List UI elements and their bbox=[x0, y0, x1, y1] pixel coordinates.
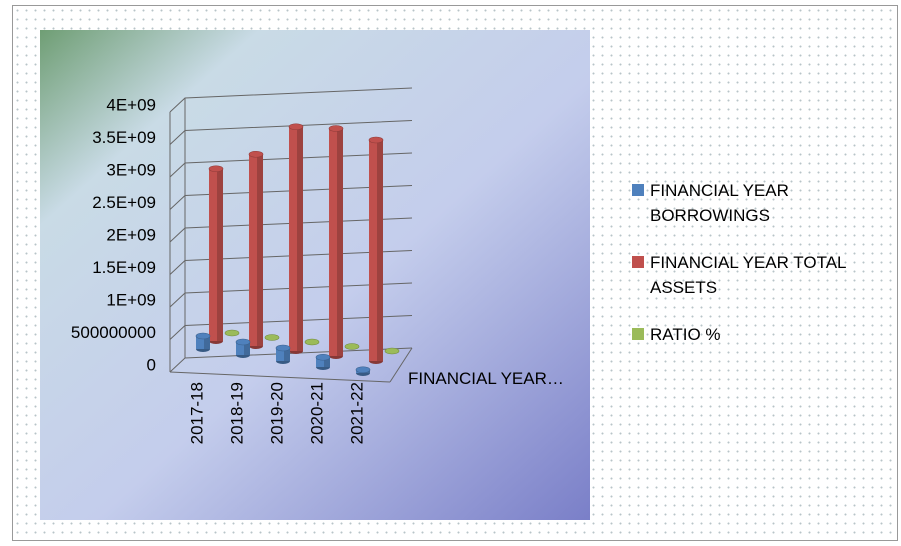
bar-shade bbox=[257, 154, 263, 346]
bar bbox=[304, 338, 320, 346]
y-tick-label: 500000000 bbox=[71, 323, 156, 342]
bar-top bbox=[208, 165, 224, 173]
bar bbox=[264, 334, 280, 341]
legend-swatch bbox=[632, 328, 644, 340]
bar-top bbox=[368, 136, 384, 144]
legend-label: FINANCIAL YEAR TOTAL ASSETS bbox=[650, 253, 846, 297]
bar-top bbox=[344, 343, 360, 350]
bar bbox=[235, 338, 251, 358]
x-tick-label: 2018-19 bbox=[227, 382, 246, 444]
bar bbox=[288, 123, 304, 354]
bar-top bbox=[224, 329, 240, 337]
bar bbox=[384, 347, 400, 355]
bar-shade bbox=[297, 126, 303, 351]
bar-top bbox=[328, 125, 344, 132]
legend-label: RATIO % bbox=[650, 325, 721, 344]
bar-top bbox=[248, 150, 264, 158]
y-tick-label: 1E+09 bbox=[106, 290, 156, 309]
bar-top bbox=[195, 332, 211, 340]
bar-shade bbox=[244, 342, 250, 355]
bar bbox=[328, 125, 344, 359]
legend-item: FINANCIAL YEAR BORROWINGS bbox=[632, 178, 892, 228]
bar bbox=[248, 150, 264, 349]
floor-edge bbox=[169, 371, 391, 383]
y-tick-label: 3E+09 bbox=[106, 160, 156, 179]
bar-top bbox=[355, 366, 371, 374]
bar bbox=[315, 353, 331, 370]
bar-top bbox=[264, 334, 280, 341]
legend-label: FINANCIAL YEAR BORROWINGS bbox=[650, 181, 789, 225]
plot-background bbox=[40, 30, 590, 520]
bar-top bbox=[315, 353, 331, 361]
bar bbox=[368, 136, 384, 364]
bar-top bbox=[235, 338, 251, 346]
bar-shade bbox=[204, 336, 210, 349]
bar bbox=[275, 344, 291, 364]
bar bbox=[344, 343, 360, 350]
bar bbox=[195, 332, 211, 352]
bar-body bbox=[316, 357, 330, 367]
bar-shade bbox=[377, 140, 383, 361]
x-tick-label: 2019-20 bbox=[267, 382, 286, 444]
y-tick-label: 1.5E+09 bbox=[92, 258, 156, 277]
depth-axis-label: FINANCIAL YEAR… bbox=[408, 369, 564, 388]
bar-shade bbox=[337, 128, 343, 356]
legend-swatch bbox=[632, 184, 644, 196]
bar bbox=[208, 165, 224, 344]
bar-shade bbox=[217, 168, 223, 341]
bar-shade bbox=[284, 348, 290, 361]
bar bbox=[224, 329, 240, 337]
y-tick-label: 4E+09 bbox=[106, 95, 156, 114]
bar-top bbox=[275, 344, 291, 352]
y-tick-label: 2E+09 bbox=[106, 225, 156, 244]
legend-item: RATIO % bbox=[632, 322, 892, 347]
bar-top bbox=[384, 347, 400, 355]
legend: FINANCIAL YEAR BORROWINGS FINANCIAL YEAR … bbox=[632, 178, 892, 369]
x-tick-label: 2020-21 bbox=[307, 382, 326, 444]
y-tick-label: 0 bbox=[147, 355, 156, 374]
bar-top bbox=[288, 123, 304, 131]
floor-edge bbox=[389, 347, 413, 383]
x-tick-label: 2017-18 bbox=[187, 382, 206, 444]
legend-item: FINANCIAL YEAR TOTAL ASSETS bbox=[632, 250, 892, 300]
bar-top bbox=[304, 338, 320, 346]
y-tick-label: 3.5E+09 bbox=[92, 128, 156, 147]
x-tick-label: 2021-22 bbox=[347, 382, 366, 444]
bar bbox=[355, 366, 371, 376]
bar-shade bbox=[324, 357, 330, 367]
y-tick-label: 2.5E+09 bbox=[92, 193, 156, 212]
legend-swatch bbox=[632, 256, 644, 268]
